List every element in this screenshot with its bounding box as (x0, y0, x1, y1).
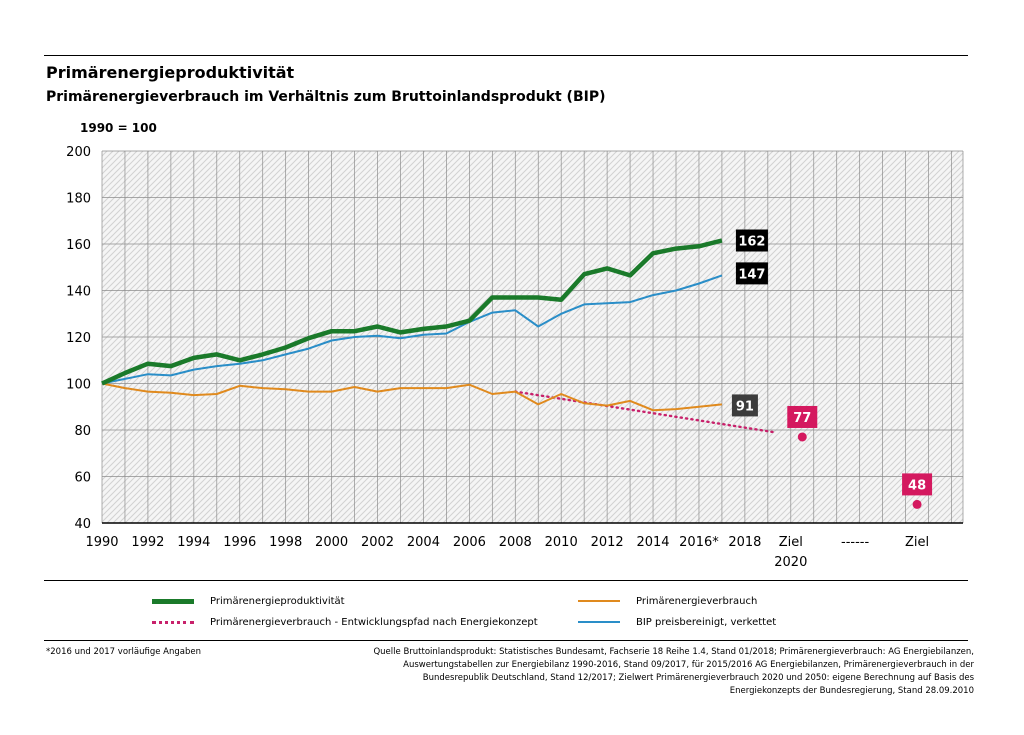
x-tick-label: Ziel (905, 535, 929, 550)
x-tick-label: 2002 (361, 535, 394, 550)
target-label: 77 (787, 405, 818, 428)
y-tick-label: 180 (66, 192, 91, 207)
x-tick-label: 2014 (636, 535, 669, 550)
y-tick-label: 60 (74, 471, 91, 486)
x-tick-label: 2016* (679, 535, 719, 550)
end-label-productivity: 162 (735, 229, 768, 252)
y-tick-label: 120 (66, 331, 91, 346)
series-line-gdp (101, 274, 723, 385)
end-label-productivity-box (735, 229, 768, 252)
top-rule (44, 55, 968, 56)
y-tick-label: 100 (66, 378, 91, 393)
legend-item-productivity: Primärenergieproduktivität (152, 594, 345, 608)
legend-item-consumption: Primärenergieverbrauch (578, 594, 757, 608)
legend-item-gdp: BIP preisbereinigt, verkettet (578, 615, 776, 629)
footnote: *2016 und 2017 vorläufige Angaben (46, 647, 201, 657)
y-axis-unit-label: 1990 = 100 (80, 121, 157, 135)
legend-top-rule (44, 580, 968, 581)
chart-svg: 40 60 80 100 120 140 160 180 200 1990 1992 1994 1996… (66, 145, 964, 570)
series-line-productivity (101, 238, 723, 386)
target-label-text: 48 (908, 478, 926, 493)
y-tick-label: 80 (74, 424, 91, 439)
chart-subtitle: Primärenergieverbrauch im Verhältnis zum… (46, 89, 606, 105)
x-tick-label: 1992 (131, 535, 164, 550)
legend-label-productivity: Primärenergieproduktivität (210, 595, 345, 607)
end-label-consumption: 91 (731, 394, 758, 417)
footer-rule (44, 640, 968, 641)
end-label-gdp-box (735, 262, 768, 285)
series-layer (101, 238, 776, 434)
y-tick-label: 40 (74, 517, 91, 532)
x-tick-label: 1994 (177, 535, 210, 550)
x-tick-label: Ziel (779, 535, 803, 550)
target-label-text: 77 (793, 411, 811, 426)
end-label-gdp-text: 147 (738, 267, 765, 282)
legend-item-energy-concept-path: Primärenergieverbrauch - Entwicklungspfa… (152, 615, 538, 629)
label-layer: 162 147 91 77 48 (731, 229, 933, 509)
series-line-energy-concept-path (514, 390, 776, 434)
x-tick-label: 2004 (407, 535, 440, 550)
x-tick-label: 2000 (315, 535, 348, 550)
legend-label-energy-concept-path: Primärenergieverbrauch - Entwicklungspfa… (210, 616, 538, 628)
end-label-consumption-box (731, 394, 758, 417)
x-tick-label: 1990 (85, 535, 118, 550)
source-note: Quelle Bruttoinlandsprodukt: Statistisch… (373, 647, 974, 696)
chart-title: Primärenergieproduktivität (46, 63, 295, 82)
legend-label-gdp: BIP preisbereinigt, verkettet (636, 616, 777, 628)
end-label-consumption-text: 91 (736, 399, 754, 414)
y-tick-label: 140 (66, 285, 91, 300)
x-tick-label: 1996 (223, 535, 256, 550)
y-tick-label: 200 (66, 145, 91, 160)
x-tick-label: 2020 (774, 555, 807, 570)
target-label: 48 (902, 473, 933, 496)
grid-layer (101, 150, 964, 524)
series-line-consumption (101, 382, 723, 412)
target-label-box (902, 473, 933, 496)
legend-swatch-consumption (578, 600, 620, 602)
legend-swatch-productivity (152, 598, 194, 604)
x-tick-label: ------ (841, 535, 869, 550)
legend-swatch-gdp (578, 621, 620, 623)
axis-layer: 40 60 80 100 120 140 160 180 200 1990 1992 1994 1996… (66, 145, 963, 570)
target-point (797, 432, 807, 442)
x-tick-label: 2012 (591, 535, 624, 550)
x-tick-label: 1998 (269, 535, 302, 550)
x-tick-label: 2010 (545, 535, 578, 550)
x-tick-label: 2008 (499, 535, 532, 550)
target-point (912, 499, 922, 509)
target-label-box (787, 405, 818, 428)
end-label-productivity-text: 162 (738, 235, 765, 250)
end-label-gdp: 147 (735, 262, 768, 285)
legend-label-consumption: Primärenergieverbrauch (636, 595, 758, 607)
x-tick-label: 2018 (728, 535, 761, 550)
y-tick-label: 160 (66, 238, 91, 253)
legend-swatch-energy-concept-path (152, 620, 194, 624)
x-tick-label: 2006 (453, 535, 486, 550)
